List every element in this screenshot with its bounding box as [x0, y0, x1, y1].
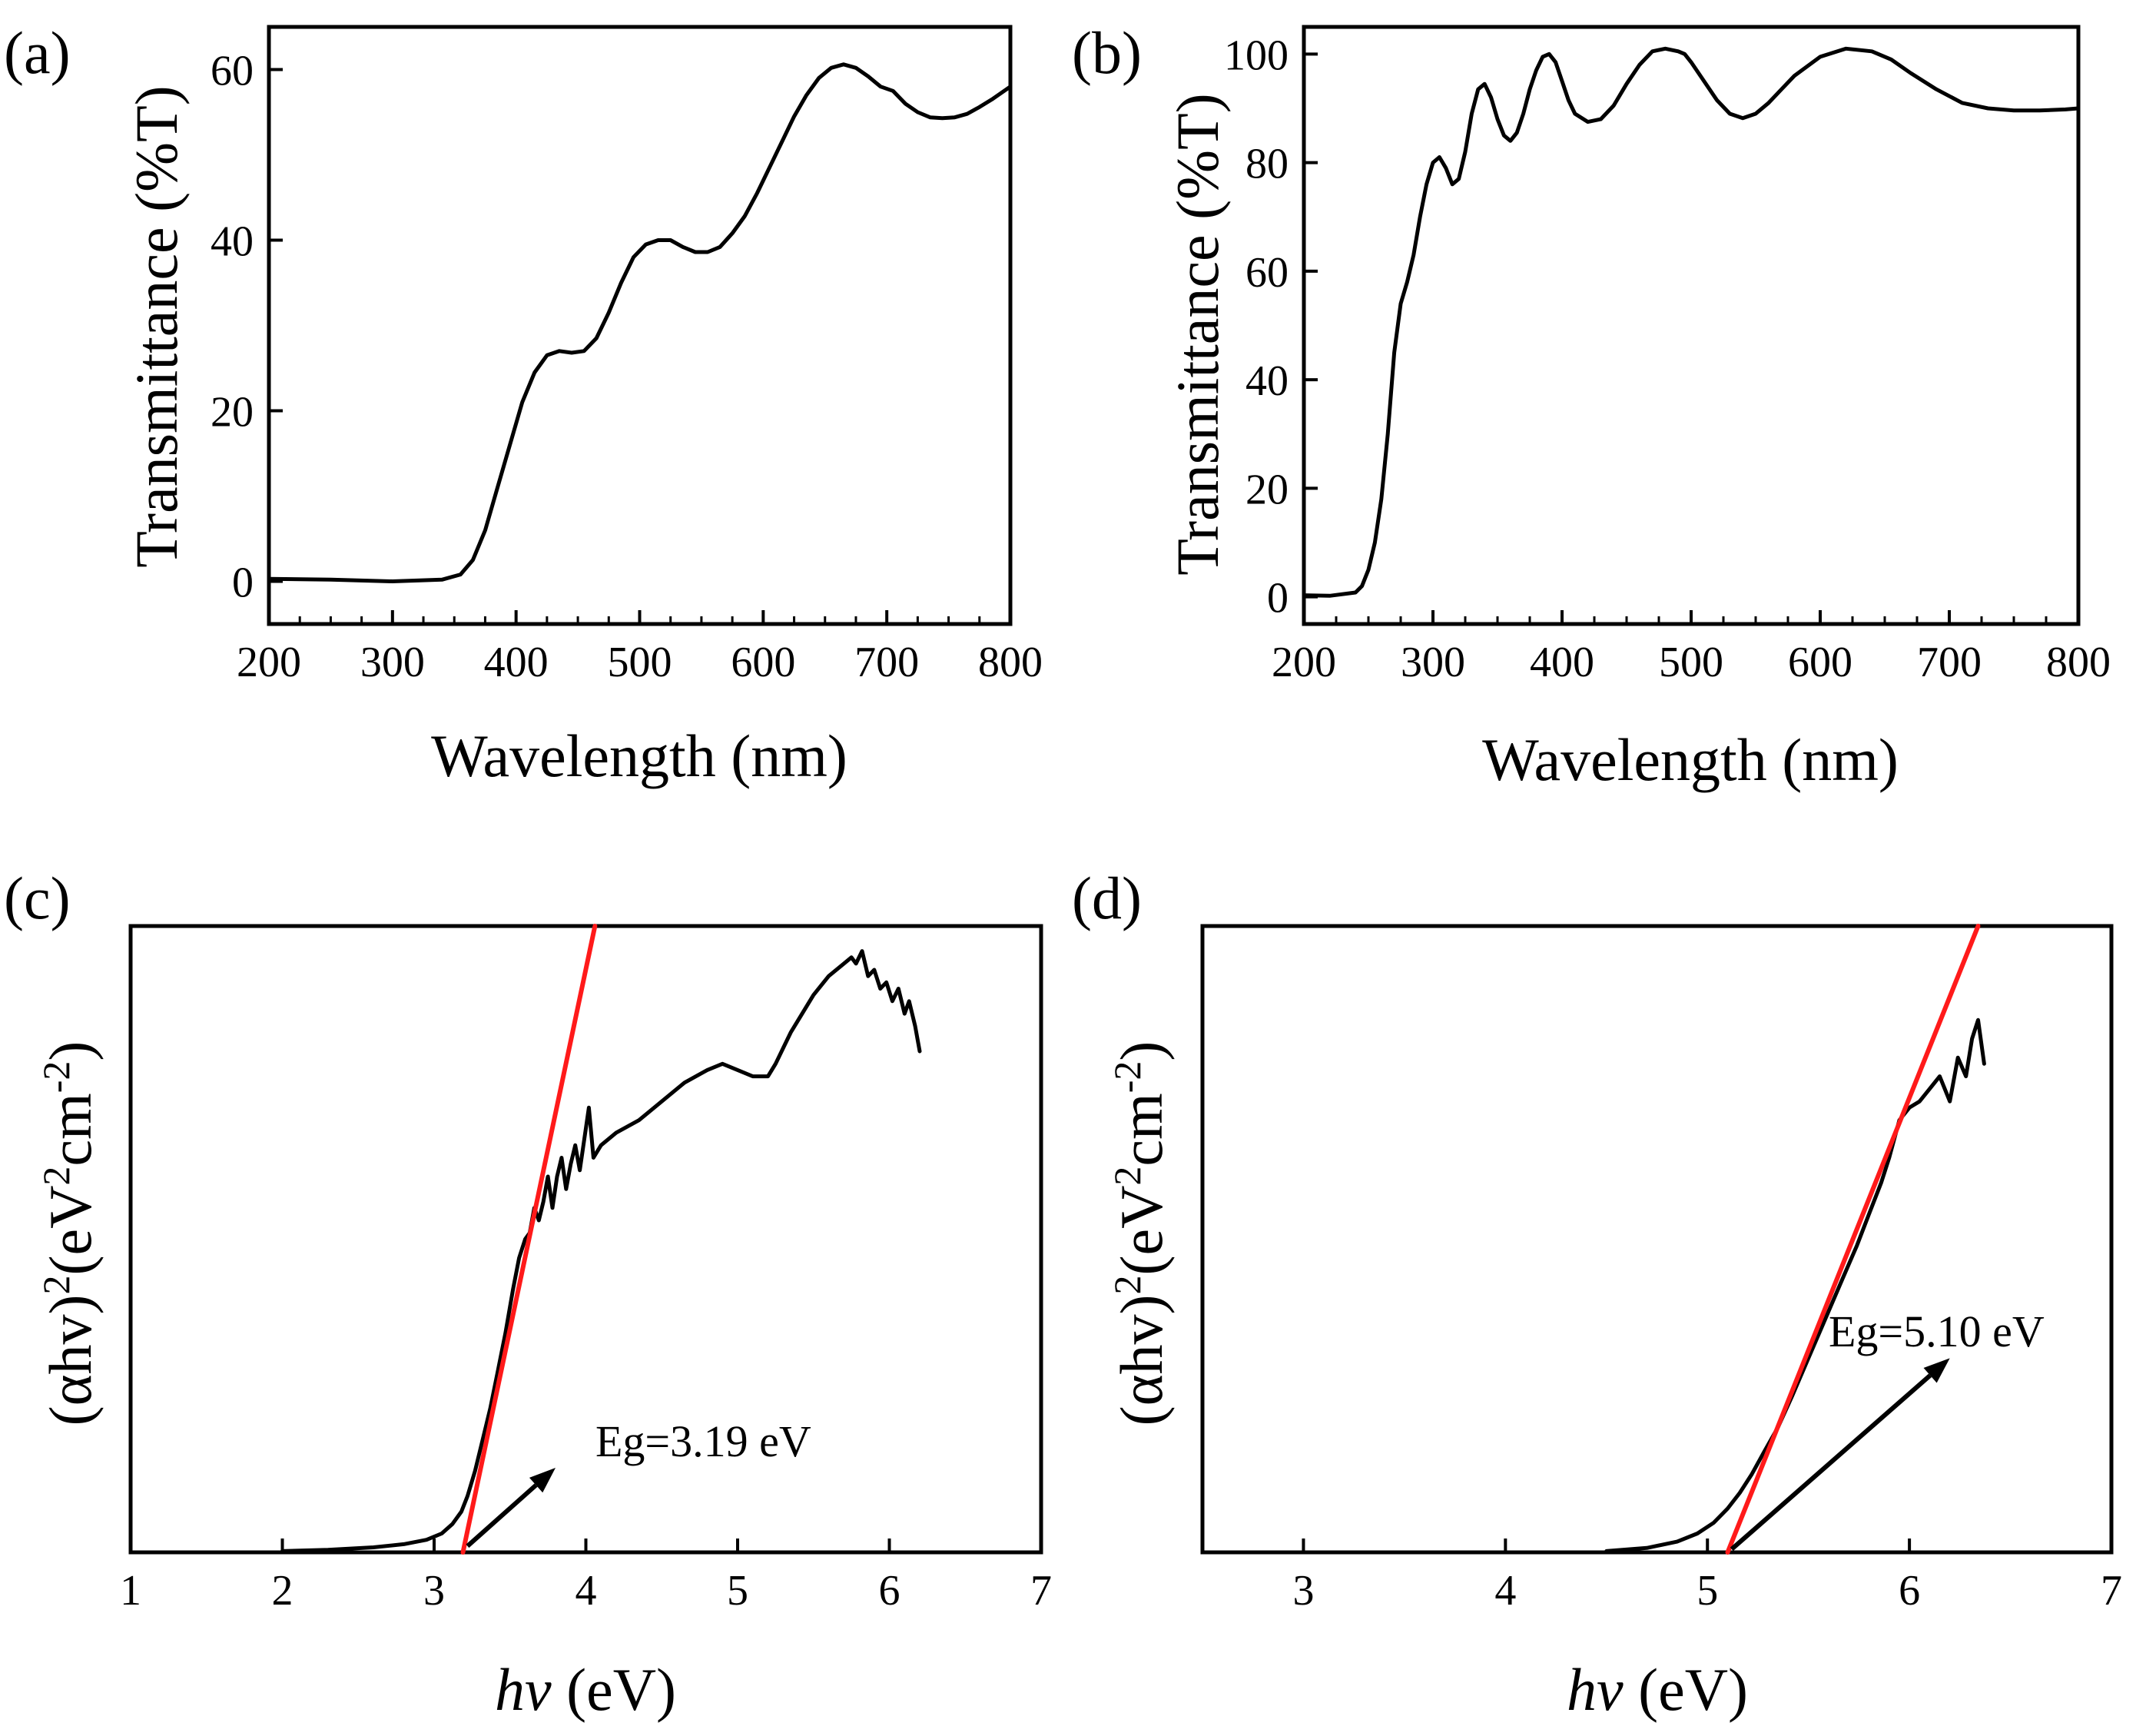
panel-c-x-tick-label: 3 [423, 1567, 445, 1615]
panel-d-x-axis-label-italic: hv [1567, 1656, 1624, 1723]
panel-d-band-gap-annotation: Eg=5.10 eV [1829, 1306, 2045, 1356]
panel-d-x-tick-label: 4 [1494, 1567, 1516, 1615]
panel-b-y-tick-label: 0 [1267, 575, 1289, 622]
panel-d-y-axis-label-part1: (αhv) [1108, 1295, 1175, 1426]
panel-c-ticks: 1 2 3 4 5 6 7 [120, 1539, 1052, 1615]
panel-b-x-tick-label: 300 [1401, 639, 1465, 686]
panel-c-arrow [466, 1483, 538, 1548]
panel-b-x-tick-label: 400 [1530, 639, 1594, 686]
panel-a-x-tick-label: 600 [731, 639, 795, 686]
panel-c-x-tick-label: 7 [1030, 1567, 1052, 1615]
panel-d-x-axis-label: hv (eV) [1567, 1656, 1748, 1723]
panel-d-y-axis-label-part2: (eV [1108, 1186, 1175, 1276]
panel-b-y-tick-label: 100 [1224, 32, 1289, 79]
panel-c-x-tick-label: 4 [575, 1567, 597, 1615]
panel-d-y-axis-label-sup1: 2 [1106, 1276, 1149, 1295]
panel-c-x-tick-label: 1 [120, 1567, 141, 1615]
panel-a-x-tick-label: 300 [360, 639, 425, 686]
panel-d-linear-fit-line [1725, 924, 1981, 1555]
panel-c-y-axis-label-sup3: -2 [35, 1061, 78, 1094]
panel-a-x-tick-label: 800 [978, 639, 1043, 686]
panel-d-x-tick-label: 5 [1697, 1567, 1718, 1615]
panel-c-x-axis-label-italic: hv [495, 1656, 552, 1723]
panel-a-x-tick-label: 500 [608, 639, 672, 686]
panel-b-y-tick-label: 80 [1245, 141, 1289, 188]
panel-c-y-axis-label-part1: (αhv) [37, 1295, 104, 1426]
panel-d-y-axis-label-sup3: -2 [1106, 1061, 1149, 1094]
panel-d-arrow [1730, 1373, 1932, 1552]
panel-a-label: (a) [4, 19, 71, 86]
panel-c-y-axis-label-part3: cm [37, 1093, 104, 1166]
panel-c-arrowhead [529, 1467, 556, 1493]
panel-d-label: (d) [1072, 865, 1142, 931]
panel-c-x-axis-label: hv (eV) [495, 1656, 676, 1723]
panel-c-y-axis-label-sup2: 2 [35, 1167, 78, 1186]
panel-b-x-tick-label: 700 [1917, 639, 1982, 686]
panel-a-x-tick-label: 200 [237, 639, 301, 686]
panel-d-arrowhead [1923, 1358, 1950, 1383]
panel-c-x-tick-label: 2 [272, 1567, 294, 1615]
panel-d-y-axis-label: (αhv)2(eV2cm-2) [1106, 1041, 1175, 1426]
panel-a-y-axis-label: Transmittance (%T) [123, 85, 190, 567]
panel-b-plot-frame [1302, 25, 2081, 626]
panel-c-y-axis-label-sup1: 2 [35, 1276, 78, 1295]
panel-a-x-axis-label: Wavelength (nm) [431, 722, 847, 789]
panel-c-y-axis-label-part2: (eV [37, 1186, 104, 1276]
panel-d-x-tick-label: 7 [2101, 1567, 2122, 1615]
panel-a-y-tick-label: 20 [211, 389, 254, 436]
panel-b-ticks: 200 300 400 500 600 700 800 0 20 40 60 80 100 [1224, 32, 2111, 686]
panel-a-y-tick-label: 40 [211, 218, 254, 266]
panel-c-x-tick-label: 5 [727, 1567, 748, 1615]
panel-b-y-axis-label: Transmittance (%T) [1164, 93, 1231, 575]
panel-d-y-axis-label-part3: cm [1108, 1093, 1175, 1166]
panel-d-tauc-curve [1604, 1017, 1986, 1553]
panel-b-x-tick-label: 600 [1788, 639, 1852, 686]
panel-a-x-tick-label: 700 [854, 639, 919, 686]
panel-a-y-tick-label: 60 [211, 48, 254, 95]
panel-b-x-tick-label: 500 [1659, 639, 1723, 686]
panel-c-tauc-curve [280, 949, 922, 1553]
panel-c-y-axis-label-part4: ) [37, 1041, 104, 1061]
panel-a-plot-frame [267, 25, 1013, 626]
panel-b-x-axis-label: Wavelength (nm) [1482, 726, 1899, 793]
panel-d-plot-frame [1200, 924, 2114, 1555]
panel-a: (a) 200 300 400 500 600 700 800 0 20 40 60 Wavelen… [4, 19, 1043, 789]
panel-a-y-tick-label: 0 [232, 559, 254, 607]
panel-d-x-axis-label-unit: (eV) [1624, 1656, 1748, 1723]
panel-c-x-tick-label: 6 [879, 1567, 901, 1615]
panel-a-transmittance-curve [267, 62, 1013, 583]
panel-c-x-axis-label-unit: (eV) [552, 1656, 676, 1723]
panel-c-label: (c) [4, 865, 71, 931]
panel-b-y-tick-label: 20 [1245, 466, 1289, 513]
panel-d-y-axis-label-sup2: 2 [1106, 1167, 1149, 1186]
panel-d-x-tick-label: 6 [1899, 1567, 1920, 1615]
panel-d-y-axis-label-part4: ) [1108, 1041, 1175, 1061]
panel-b-label: (b) [1072, 19, 1142, 86]
panel-b-x-tick-label: 200 [1272, 639, 1336, 686]
panel-b-y-tick-label: 60 [1245, 249, 1289, 297]
panel-d-x-tick-label: 3 [1292, 1567, 1314, 1615]
panel-a-ticks: 200 300 400 500 600 700 800 0 20 40 60 [211, 48, 1043, 687]
panel-b-y-tick-label: 40 [1245, 357, 1289, 405]
panel-b: (b) 200 300 400 500 600 700 800 0 20 40 60 80 100 Wa… [1072, 19, 2111, 793]
panel-b-transmittance-curve [1302, 46, 2081, 598]
panel-b-x-tick-label: 800 [2046, 639, 2111, 686]
panel-d-ticks: 3 4 5 6 7 [1292, 1539, 2122, 1615]
panel-a-x-tick-label: 400 [484, 639, 549, 686]
panel-c-band-gap-annotation: Eg=3.19 eV [595, 1416, 811, 1466]
panel-c-plot-frame [128, 924, 1043, 1555]
panel-c-y-axis-label: (αhv)2(eV2cm-2) [35, 1041, 104, 1426]
panel-c-linear-fit-line [460, 924, 598, 1555]
